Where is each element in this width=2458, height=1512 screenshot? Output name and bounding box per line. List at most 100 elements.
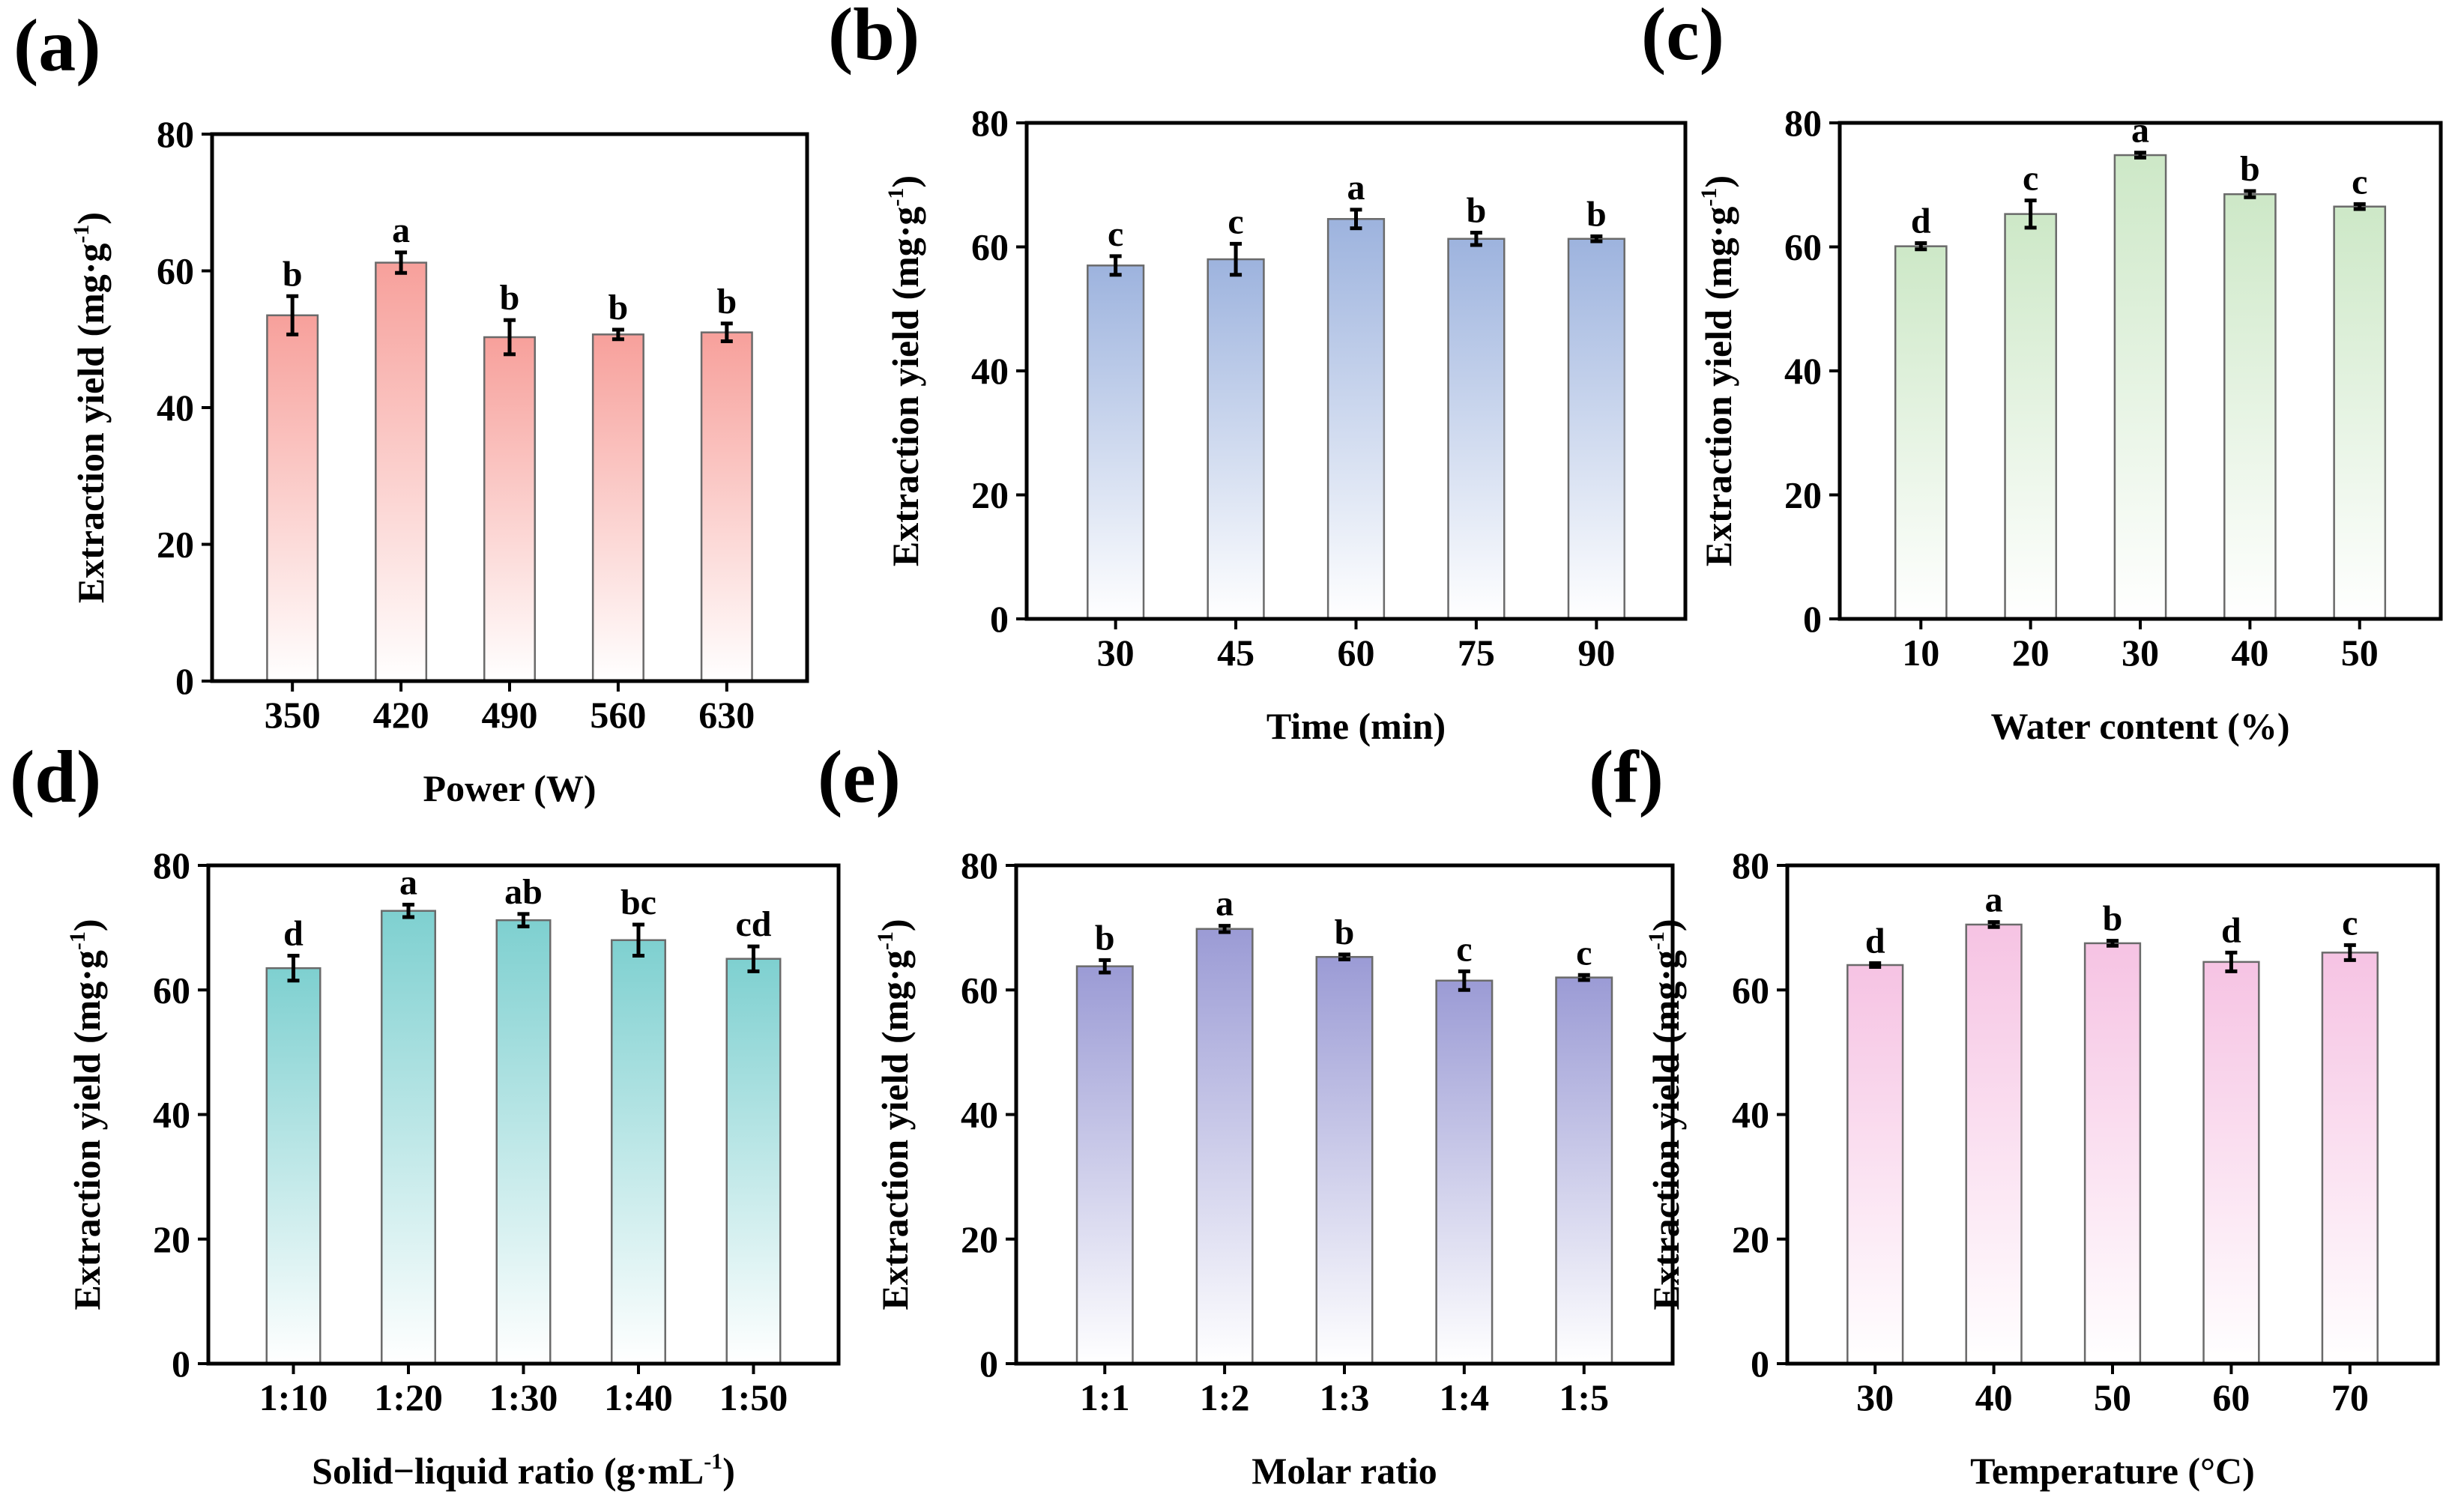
bar (1846, 964, 1904, 1365)
significance-letter: a (1216, 884, 1233, 924)
significance-letter: c (1228, 202, 1243, 241)
y-tick-label: 40 (1784, 350, 1822, 392)
x-tick-label: 30 (1856, 1376, 1894, 1418)
significance-letter: d (283, 914, 304, 954)
significance-letter: b (1095, 918, 1115, 958)
bar (495, 919, 552, 1365)
x-tick-label: 490 (482, 694, 538, 736)
significance-letter: b (1335, 913, 1355, 952)
significance-letter: b (2240, 149, 2260, 189)
significance-letter: a (399, 862, 417, 902)
x-tick-label: 10 (1902, 632, 1939, 674)
y-tick-label: 20 (1732, 1218, 1769, 1260)
y-axis-label: Extraction yield (mg·g-1) (65, 919, 108, 1310)
significance-letter: d (1865, 922, 1885, 961)
bar (591, 333, 644, 683)
y-tick-label: 40 (157, 387, 194, 429)
bar (1447, 238, 1506, 620)
bar (1087, 264, 1145, 620)
x-axis-label: Molar ratio (1251, 1450, 1437, 1492)
bar (700, 331, 753, 683)
x-tick-label: 1:40 (604, 1376, 673, 1418)
bar (610, 939, 666, 1365)
plot-frame (1024, 121, 1688, 621)
x-axis-label: Water content (%) (1991, 705, 2290, 747)
bar (2223, 193, 2277, 620)
x-tick-label: 30 (1097, 632, 1135, 674)
x-tick-label: 50 (2341, 632, 2379, 674)
bar (2083, 942, 2142, 1365)
x-tick-label: 1:2 (1200, 1376, 1250, 1418)
x-tick-label: 40 (2231, 632, 2268, 674)
bar (725, 958, 782, 1365)
panel-label: (d) (10, 735, 101, 818)
significance-letter: b (1586, 194, 1607, 234)
bar (2202, 961, 2260, 1365)
significance-letter: b (1467, 190, 1487, 230)
x-tick-label: 1:50 (719, 1376, 788, 1418)
y-axis-label: Extraction yield (mg·g-1) (884, 175, 926, 566)
plot-frame (1785, 863, 2440, 1366)
bar (266, 314, 319, 683)
x-tick-label: 1:30 (489, 1376, 558, 1418)
x-axis-label: Time (min) (1266, 705, 1446, 747)
x-tick-label: 420 (373, 694, 429, 736)
y-tick-label: 20 (961, 1218, 998, 1260)
y-tick-label: 40 (1732, 1094, 1769, 1136)
y-tick-label: 40 (153, 1094, 190, 1136)
significance-letter: b (609, 288, 629, 327)
x-tick-label: 75 (1458, 632, 1495, 674)
significance-letter: a (1347, 168, 1365, 208)
x-tick-label: 40 (1975, 1376, 2013, 1418)
x-tick-label: 1:5 (1559, 1376, 1609, 1418)
x-tick-label: 1:20 (374, 1376, 443, 1418)
y-tick-label: 20 (1784, 474, 1822, 516)
x-tick-label: 60 (1338, 632, 1375, 674)
x-tick-label: 1:10 (259, 1376, 328, 1418)
x-axis-label: Power (W) (423, 767, 597, 809)
bar (1315, 955, 1374, 1365)
bar (1207, 258, 1265, 620)
bar (2004, 213, 2057, 620)
x-tick-label: 20 (2012, 632, 2050, 674)
significance-letter: ab (504, 872, 543, 912)
x-tick-label: 560 (590, 694, 646, 736)
bar (1567, 238, 1625, 620)
significance-letter: c (2023, 158, 2038, 198)
plot-frame (210, 132, 809, 683)
y-tick-label: 0 (172, 1343, 190, 1385)
y-tick-label: 80 (1784, 102, 1822, 144)
bar (375, 261, 428, 683)
significance-letter: c (2352, 162, 2367, 202)
x-tick-label: 1:1 (1080, 1376, 1130, 1418)
y-tick-label: 80 (971, 102, 1009, 144)
x-tick-label: 630 (698, 694, 755, 736)
x-tick-label: 1:4 (1440, 1376, 1490, 1418)
y-axis-label: Extraction yield (mg·g-1) (1644, 919, 1687, 1310)
x-tick-label: 70 (2331, 1376, 2369, 1418)
y-tick-label: 60 (1784, 226, 1822, 268)
y-tick-label: 60 (1732, 969, 1769, 1011)
y-tick-label: 20 (971, 474, 1009, 516)
significance-letter: bc (620, 883, 656, 922)
chart-panel-2: (b) c 30 c 45 a 60 b 75 b 90 0 20 40 60 80 Time (min) Ext… (828, 0, 1688, 747)
y-axis-label: Extraction yield (mg·g-1) (69, 212, 112, 603)
chart-panel-3: (c) d 10 c 20 a 30 b 40 c 50 0 20 40 60 80 Water content… (1641, 0, 2443, 747)
bar (1555, 976, 1613, 1365)
significance-letter: c (1108, 214, 1123, 254)
y-tick-label: 0 (175, 660, 194, 702)
bar (1894, 245, 1948, 620)
chart-panel-6: (f) d 30 a 40 b 50 d 60 c 70 0 20 40 60 80 Temperature (… (1589, 735, 2440, 1492)
y-axis-label: Extraction yield (mg·g-1) (1697, 175, 1739, 566)
bar (1435, 979, 1494, 1365)
y-tick-label: 40 (961, 1094, 998, 1136)
significance-letter: b (716, 282, 737, 321)
y-tick-label: 60 (961, 969, 998, 1011)
chart-panel-4: (d) d 1:10 a 1:20 ab 1:30 bc 1:40 cd 1:50 0 20 40 60 80… (10, 735, 841, 1492)
y-tick-label: 60 (971, 226, 1009, 268)
significance-letter: b (283, 254, 303, 294)
panel-label: (a) (13, 4, 101, 87)
y-tick-label: 80 (153, 844, 190, 886)
y-tick-label: 20 (153, 1218, 190, 1260)
plot-frame (1838, 121, 2443, 621)
